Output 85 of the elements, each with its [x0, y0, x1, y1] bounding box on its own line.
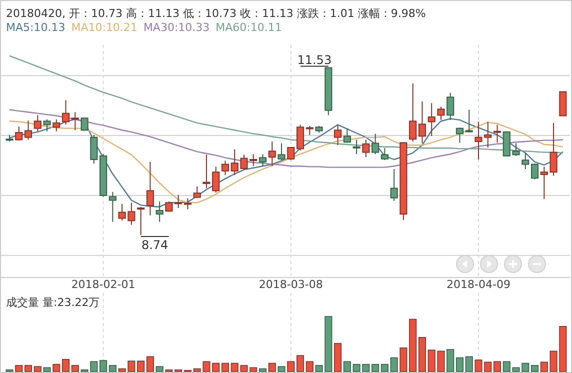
bar [446, 349, 454, 372]
bar [146, 356, 154, 372]
bar [108, 365, 116, 372]
chart-title: 成交量 量:23.22万 [6, 296, 100, 309]
text: MA60:10.11 [216, 21, 282, 34]
candlestick [418, 100, 426, 144]
candlestick [156, 200, 164, 222]
bar [34, 366, 42, 372]
candlestick [380, 148, 388, 161]
bar [15, 365, 23, 372]
candlestick [530, 163, 539, 180]
bar [418, 337, 426, 372]
candlestick [559, 91, 567, 116]
bar [221, 362, 230, 372]
candlestick [174, 194, 182, 209]
candlestick [62, 100, 70, 126]
candlestick [522, 152, 530, 170]
candlestick [71, 112, 79, 131]
x-tick-label: 2018-03-08 [258, 278, 323, 291]
x-tick-label: 2018-02-01 [71, 278, 136, 291]
bar [540, 362, 548, 372]
bar [137, 360, 145, 372]
bar [296, 355, 304, 372]
candlestick [15, 126, 23, 141]
bar [52, 364, 60, 372]
candlestick [193, 186, 201, 198]
candlestick [34, 114, 42, 132]
annotation: 11.53 [297, 52, 332, 67]
candlestick [428, 102, 436, 137]
bar [24, 365, 32, 372]
candlestick [137, 206, 145, 236]
bar [343, 361, 351, 372]
bar [400, 347, 408, 372]
candlestick [437, 106, 445, 120]
candlestick [446, 92, 454, 120]
bar [493, 361, 502, 372]
bar [43, 367, 51, 372]
text: MA30:10.33 [143, 21, 210, 34]
annotation: 8.74 [141, 238, 168, 252]
bar [62, 359, 70, 372]
candlestick [52, 118, 60, 132]
candlestick [80, 117, 88, 132]
candlestick [296, 124, 304, 152]
candlestick [334, 124, 342, 146]
bar [268, 362, 276, 372]
candlestick [493, 124, 502, 144]
bar [465, 356, 473, 372]
candlestick [352, 139, 360, 155]
bar [372, 364, 380, 372]
bar [380, 364, 388, 372]
bar [258, 368, 267, 372]
candlestick [372, 133, 380, 155]
candlestick [343, 128, 351, 144]
candlestick [258, 154, 267, 167]
candlestick [390, 168, 398, 202]
candlestick [24, 120, 32, 140]
bar [334, 343, 342, 372]
candlestick [108, 191, 116, 222]
text: MA5:10.13 [6, 21, 66, 34]
candlestick [221, 160, 230, 176]
candlestick [268, 141, 276, 167]
bar [530, 365, 539, 372]
candlestick [287, 147, 295, 161]
candlestick [465, 109, 473, 134]
chart-title: 20180420, 开：10.73 高：11.13 低：10.73 收：11.13 涨跌：1.01 涨幅：9.98% [6, 7, 426, 20]
candlestick [456, 127, 464, 144]
bar [390, 357, 398, 372]
bar [287, 361, 295, 372]
bar [156, 366, 164, 372]
candlestick [90, 134, 98, 164]
candlestick [43, 118, 51, 132]
candlestick [362, 139, 370, 158]
candlestick [409, 82, 417, 142]
candlestick [146, 161, 154, 216]
bar [306, 361, 314, 372]
bar [456, 357, 464, 372]
bar [71, 365, 79, 372]
bar [278, 366, 286, 372]
bar [409, 318, 417, 372]
candlestick [184, 198, 192, 210]
candlestick [278, 142, 286, 161]
text: MA10:10.21 [71, 21, 138, 34]
bar [100, 360, 108, 372]
x-tick-label: 2018-04-09 [446, 278, 510, 291]
bar [212, 362, 220, 372]
